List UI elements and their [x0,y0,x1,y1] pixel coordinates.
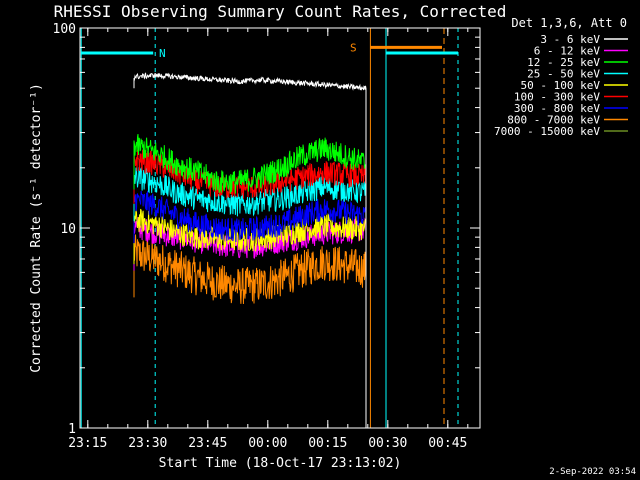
legend-label: 800 - 7000 keV [507,114,600,127]
x-axis-label: Start Time (18-Oct-17 23:13:02) [159,456,402,471]
annotation-s: S [350,41,357,54]
x-tick-label: 23:15 [68,436,107,451]
legend-label: 50 - 100 keV [521,79,601,92]
legend-label: 3 - 6 keV [540,33,600,46]
legend-label: 25 - 50 keV [527,68,600,81]
y-tick-label: 1 [68,422,76,437]
series-line [133,166,367,222]
legend-label: 12 - 25 keV [527,56,600,69]
legend-label: 100 - 300 keV [514,91,600,104]
legend-label: 6 - 12 keV [534,45,601,58]
series-line [133,72,367,428]
legend-label: 7000 - 15000 keV [494,125,600,138]
y-tick-label: 100 [53,22,76,37]
annotation-n: N [159,47,166,60]
x-tick-label: 00:15 [308,436,347,451]
series-line [133,208,367,265]
series-line [133,134,366,194]
y-tick-label: 10 [60,222,76,237]
series-line [133,190,367,428]
legend-label: 300 - 800 keV [514,102,600,115]
series-line [133,234,367,305]
x-tick-label: 00:45 [428,436,467,451]
y-axis-label: Corrected Count Rate (s⁻¹ detector⁻¹) [29,83,44,373]
x-tick-label: 23:45 [188,436,227,451]
chart-title: RHESSI Observing Summary Count Rates, Co… [54,2,507,21]
x-tick-label: 23:30 [128,436,167,451]
legend-header: Det 1,3,6, Att 0 [511,16,627,30]
x-tick-label: 00:30 [368,436,407,451]
x-tick-label: 00:00 [248,436,287,451]
footer-date: 2-Sep-2022 03:54 [549,467,636,477]
